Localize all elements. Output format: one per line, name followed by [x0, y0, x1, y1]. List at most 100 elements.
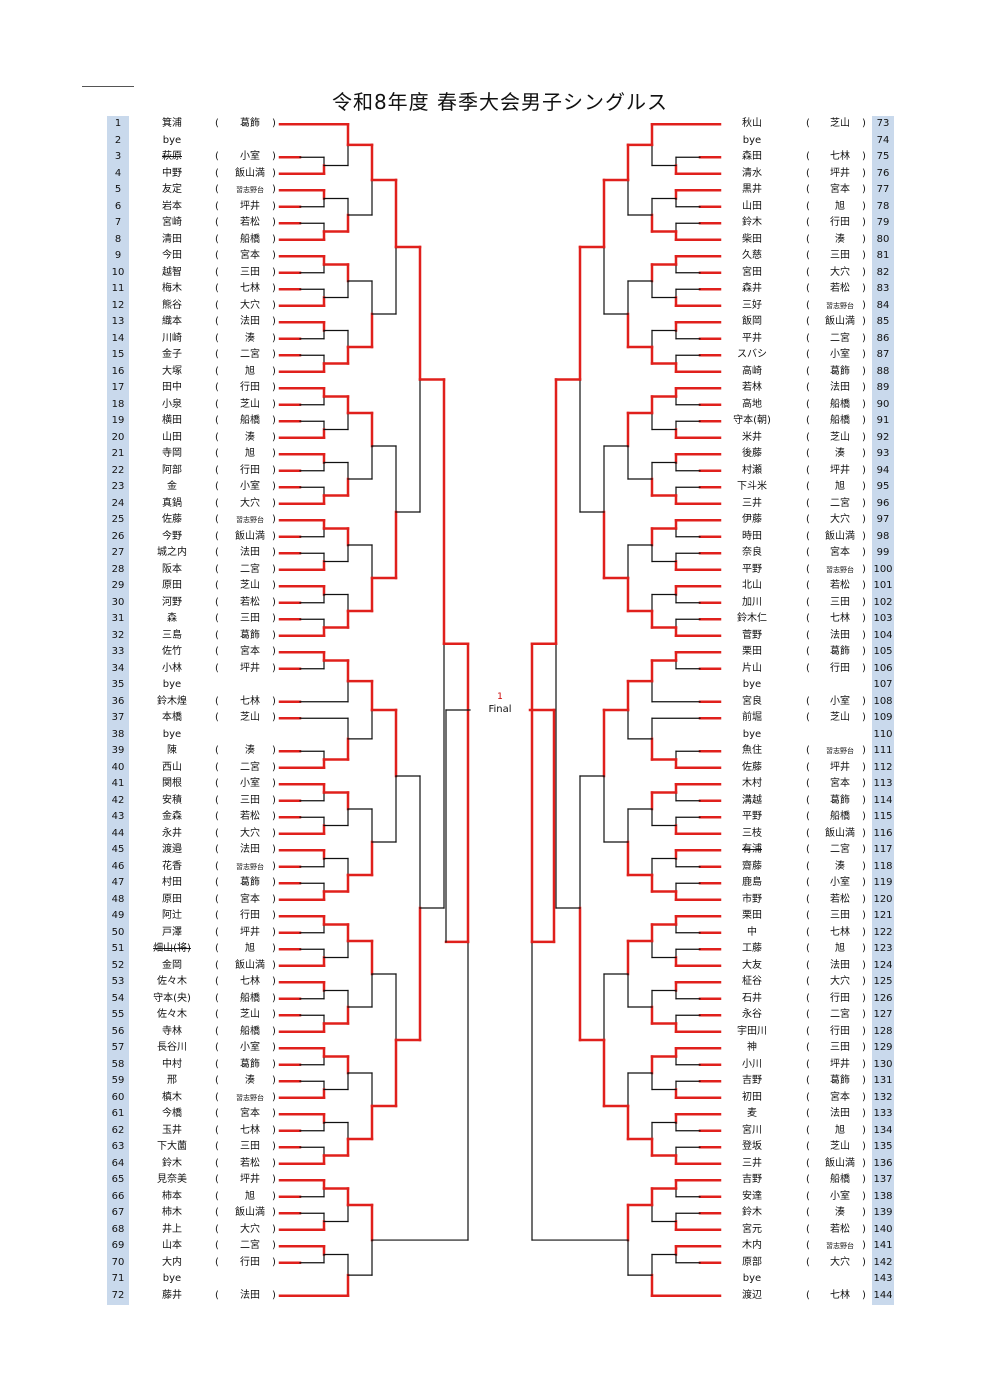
player-name: bye	[162, 679, 182, 690]
paren-open: (	[806, 1207, 810, 1218]
seed-number: 94	[876, 464, 890, 476]
seed-number: 74	[876, 134, 890, 146]
paren-close: )	[272, 794, 276, 806]
seed-number: 76	[876, 167, 890, 179]
seed-number: 112	[873, 761, 893, 773]
player-team: 小室	[240, 481, 260, 492]
seed-number: 7	[114, 217, 122, 228]
paren-close: )	[862, 1223, 866, 1235]
paren-close: )	[862, 1240, 866, 1251]
player-name: 大塚	[162, 365, 182, 377]
player-name: bye	[742, 728, 762, 740]
player-team: 大穴	[240, 827, 260, 839]
paren-open: (	[215, 877, 219, 888]
paren-close: )	[272, 563, 276, 575]
paren-open: (	[215, 1042, 219, 1053]
seed-number: 121	[873, 910, 893, 921]
player-name: 奈良	[742, 547, 762, 558]
player-name: 畑山(将)	[153, 943, 191, 954]
seed-number: 84	[876, 299, 890, 311]
paren-open: (	[806, 1289, 810, 1301]
player-team: 旭	[245, 1190, 255, 1202]
seed-number: 24	[111, 497, 125, 509]
paren-open: (	[806, 1174, 810, 1185]
player-name: 熊谷	[162, 299, 182, 311]
paren-close: )	[862, 1124, 866, 1136]
seed-number: 36	[111, 695, 125, 707]
player-name: 魚住	[742, 745, 762, 756]
player-team: 宮本	[240, 1108, 260, 1119]
paren-open: (	[806, 563, 810, 575]
paren-open: (	[806, 118, 810, 129]
seed-number: 117	[873, 844, 893, 855]
paren-close: )	[862, 316, 866, 327]
paren-open: (	[806, 1058, 810, 1070]
player-team: 飯山満	[825, 530, 855, 542]
seed-number: 49	[111, 910, 125, 921]
paren-open: (	[806, 1091, 810, 1103]
seed-number: 52	[111, 959, 125, 971]
paren-open: (	[215, 398, 219, 410]
player-team: 習志野台	[236, 186, 264, 194]
player-name: 吉野	[742, 1174, 762, 1185]
paren-close: )	[862, 778, 866, 789]
seed-number: 34	[111, 662, 125, 674]
seed-number: 102	[873, 596, 893, 608]
paren-open: (	[806, 910, 810, 921]
paren-close: )	[862, 464, 866, 476]
paren-close: )	[272, 481, 276, 492]
player-name: 柴田	[742, 233, 762, 245]
player-team: 船橋	[830, 811, 850, 822]
player-name: 関根	[162, 778, 182, 789]
player-name: 市野	[742, 893, 762, 905]
paren-close: )	[862, 745, 866, 756]
player-team: 芝山	[830, 712, 850, 723]
player-team: 二宮	[830, 1009, 850, 1020]
seed-number: 109	[873, 712, 893, 723]
player-name: 山田	[162, 431, 182, 443]
paren-close: )	[862, 1190, 866, 1202]
paren-close: )	[272, 596, 276, 608]
paren-open: (	[215, 497, 219, 509]
paren-close: )	[862, 926, 866, 938]
player-team: 芝山	[240, 398, 260, 410]
player-team: 小室	[240, 151, 260, 162]
paren-close: )	[272, 844, 276, 855]
paren-open: (	[215, 283, 219, 294]
player-name: 田中	[162, 382, 182, 393]
player-team: 芝山	[240, 1009, 260, 1020]
player-name: 織本	[162, 316, 182, 327]
player-name: 渡邉	[162, 844, 182, 855]
player-team: 三田	[830, 596, 850, 608]
seed-number: 32	[111, 629, 125, 641]
paren-close: )	[272, 646, 276, 657]
paren-open: (	[215, 217, 219, 228]
player-name: 柿木	[162, 1207, 182, 1218]
player-team: 習志野台	[826, 747, 854, 755]
paren-close: )	[862, 811, 866, 822]
seed-number: 77	[876, 184, 890, 195]
player-name: 三枝	[742, 827, 762, 839]
paren-close: )	[862, 893, 866, 905]
player-name: 麦	[747, 1108, 757, 1119]
player-name: 守本(朝)	[733, 415, 771, 426]
paren-open: (	[215, 811, 219, 822]
seed-number: 100	[873, 563, 893, 575]
player-team: 飯山満	[825, 827, 855, 839]
paren-close: )	[272, 1091, 276, 1103]
paren-open: (	[215, 662, 219, 674]
seed-number: 124	[873, 959, 893, 971]
paren-open: (	[215, 646, 219, 657]
seed-number: 61	[111, 1108, 125, 1119]
player-team: 若松	[830, 283, 850, 294]
paren-close: )	[862, 563, 866, 575]
player-name: 森	[167, 613, 177, 624]
player-name: 宮崎	[162, 217, 182, 228]
player-name: 真鍋	[162, 497, 182, 509]
seed-number: 72	[111, 1289, 125, 1301]
paren-open: (	[215, 1223, 219, 1235]
seed-number: 125	[873, 976, 893, 987]
player-name: 中村	[162, 1058, 182, 1070]
paren-close: )	[272, 283, 276, 294]
player-name: 有浦	[742, 844, 762, 855]
